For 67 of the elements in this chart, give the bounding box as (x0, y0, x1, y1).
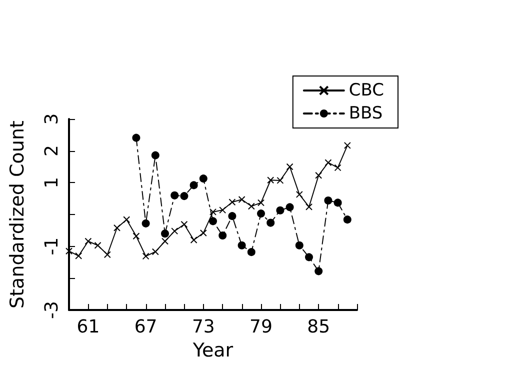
point (238, 196, 246, 204)
point (324, 196, 332, 204)
point (218, 232, 227, 240)
point (314, 267, 323, 276)
point (142, 219, 150, 228)
point (210, 208, 216, 216)
point (343, 216, 352, 224)
point (306, 203, 312, 210)
point (344, 142, 351, 149)
point (228, 212, 236, 220)
y-tick-label: 1 (42, 176, 62, 188)
legend-label: CBC (348, 80, 384, 100)
x-axis-title: Year (192, 339, 234, 362)
point (151, 151, 160, 160)
point (267, 176, 274, 184)
point (180, 220, 188, 228)
point (276, 206, 284, 214)
point (209, 217, 217, 226)
point (334, 164, 342, 172)
point (247, 248, 256, 256)
point (266, 218, 275, 227)
point (200, 229, 207, 236)
point (276, 176, 284, 184)
x-tick-label: 73 (192, 316, 215, 338)
point (219, 206, 226, 214)
point (315, 172, 322, 179)
point (286, 203, 294, 212)
point (94, 242, 102, 249)
point (324, 159, 332, 166)
point (190, 181, 198, 190)
point (228, 198, 236, 206)
point (104, 251, 111, 258)
point (238, 241, 246, 250)
point (248, 202, 255, 210)
point (170, 191, 179, 200)
point (132, 232, 140, 240)
point (171, 228, 178, 235)
point (162, 238, 168, 245)
point (152, 248, 159, 256)
point (286, 163, 294, 170)
point (75, 252, 82, 260)
point (295, 241, 304, 250)
point (334, 198, 342, 207)
point (84, 238, 92, 245)
x-tick-label: 61 (76, 316, 100, 338)
point (190, 236, 198, 244)
point (132, 134, 140, 142)
x-tick-label: 79 (250, 316, 272, 338)
point (66, 248, 72, 255)
point (161, 230, 169, 238)
y-tick-label: -1 (42, 237, 62, 256)
y-tick-label: -3 (42, 301, 62, 319)
point (305, 253, 313, 262)
y-tick-label: 3 (42, 113, 62, 125)
point (114, 224, 120, 232)
point (258, 199, 264, 206)
point (142, 252, 150, 260)
y-axis-title: Standardized Count (6, 120, 28, 308)
y-tick-label: 2 (42, 145, 62, 157)
point (199, 174, 208, 183)
point (257, 210, 265, 218)
point (296, 190, 303, 198)
point (180, 192, 188, 200)
x-tick-label: 85 (307, 316, 330, 338)
legend-label: BBS (348, 104, 383, 124)
point (123, 216, 130, 224)
x-tick-label: 67 (134, 316, 158, 338)
